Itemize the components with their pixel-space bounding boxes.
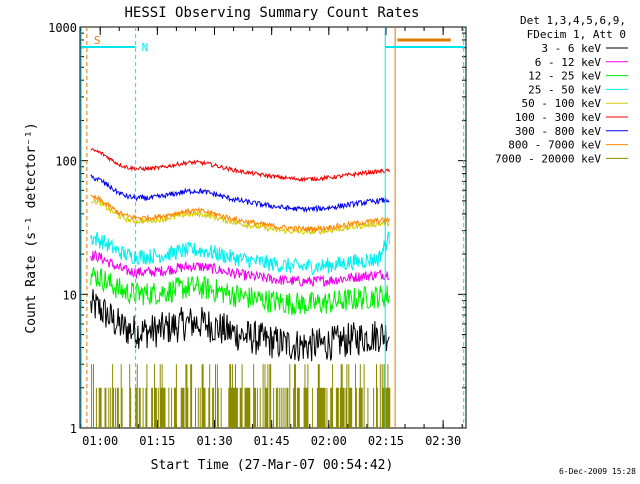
series-3-trace bbox=[90, 231, 390, 276]
x-tick-label: 01:30 bbox=[196, 434, 232, 448]
y-tick-label: 1000 bbox=[48, 21, 77, 35]
y-axis-label: Count Rate (s⁻¹ detector⁻¹) bbox=[24, 122, 39, 333]
series-8-trace bbox=[91, 364, 391, 428]
x-axis-label: Start Time (27-Mar-07 00:54:42) bbox=[151, 458, 394, 473]
legend-entry-label: 3 - 6 keV bbox=[541, 42, 601, 55]
legend-entry-label: 50 - 100 keV bbox=[522, 97, 602, 110]
saa-flag-label: S bbox=[94, 34, 101, 47]
x-tick-label: 01:15 bbox=[139, 434, 175, 448]
x-tick-label: 01:00 bbox=[82, 434, 118, 448]
legend-entry-label: 800 - 7000 keV bbox=[508, 139, 601, 152]
legend-header-decimation: FDecim 1, Att 0 bbox=[527, 28, 626, 41]
series-2-trace bbox=[90, 266, 390, 316]
y-tick-label: 1 bbox=[70, 422, 77, 436]
legend-entry-label: 12 - 25 keV bbox=[528, 70, 601, 83]
x-tick-label: 02:30 bbox=[425, 434, 461, 448]
legend-header-detectors: Det 1,3,4,5,6,9, bbox=[520, 14, 626, 27]
x-tick-label: 02:00 bbox=[311, 434, 347, 448]
legend-entry-label: 6 - 12 keV bbox=[535, 56, 602, 69]
legend-entry-label: 300 - 800 keV bbox=[515, 125, 601, 138]
legend-entry-label: 25 - 50 keV bbox=[528, 83, 601, 96]
y-tick-label: 100 bbox=[55, 155, 77, 169]
chart-title: HESSI Observing Summary Count Rates bbox=[124, 5, 419, 21]
series-0-trace bbox=[90, 289, 390, 362]
legend-entry-label: 7000 - 20000 keV bbox=[495, 152, 601, 165]
series-7-trace bbox=[90, 193, 390, 233]
series-1-trace bbox=[90, 249, 390, 287]
plot-frame bbox=[79, 26, 467, 429]
night-flag-label: N bbox=[142, 41, 149, 54]
x-tick-label: 02:15 bbox=[368, 434, 404, 448]
legend-entry-label: 100 - 300 keV bbox=[515, 111, 601, 124]
footer-date: 6-Dec-2009 15:28 bbox=[559, 467, 636, 476]
series-5-trace bbox=[90, 148, 390, 183]
series-6-trace bbox=[90, 174, 390, 214]
y-tick-label: 10 bbox=[63, 288, 77, 302]
x-tick-label: 01:45 bbox=[254, 434, 290, 448]
